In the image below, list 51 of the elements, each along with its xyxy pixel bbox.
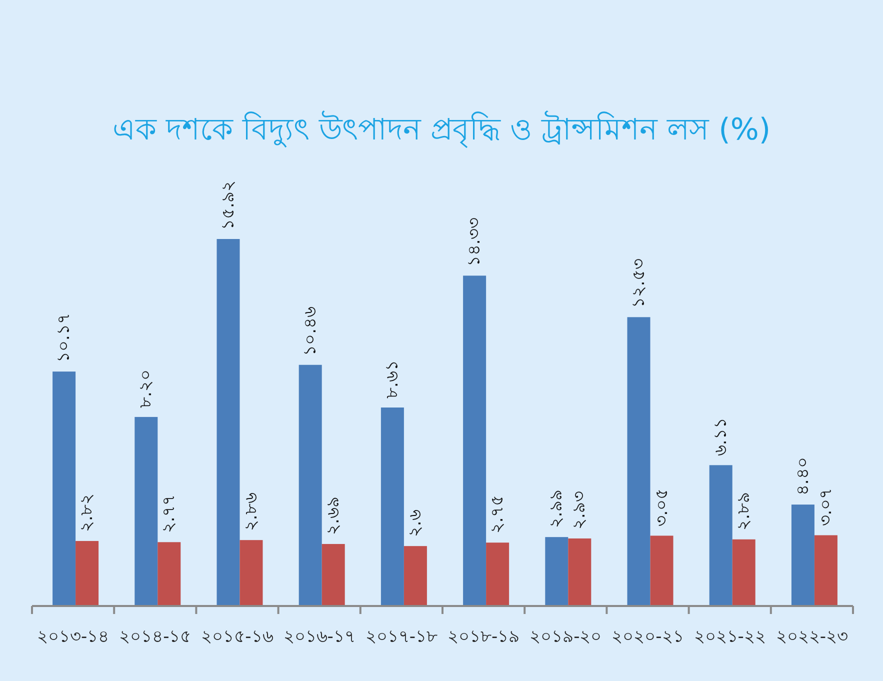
x-tick-label: ২০২০-২১: [612, 627, 684, 647]
x-tick-label: ২০১৩-১৪: [36, 627, 110, 647]
bar: [627, 317, 650, 606]
x-tick-label: ২০১৫-১৬: [201, 627, 274, 647]
x-tick-label: ২০২২-২৩: [776, 627, 848, 647]
data-label: ২.৯৩: [570, 491, 590, 530]
chart-title: এক দশকে বিদ্যুৎ উৎপাদন প্রবৃদ্ধি ও ট্রান্সমিশন লস (%): [112, 110, 771, 148]
bar: [709, 465, 732, 606]
bar: [134, 416, 158, 606]
data-label: ২.৮৬: [241, 492, 262, 532]
data-label: ৩.০৭: [816, 488, 836, 526]
x-tick-label: ২০১৯-২০: [530, 627, 602, 647]
x-tick-label: ২০১৬-১৭: [283, 627, 356, 647]
x-tick-label: ২০২১-২২: [694, 627, 766, 647]
data-label: ২.৮৯: [734, 492, 754, 530]
data-label: ১৪.৩৩: [464, 217, 485, 267]
bar: [76, 540, 99, 606]
bar: [298, 364, 322, 606]
data-label: ৪.৪০: [792, 457, 813, 496]
bar: [463, 276, 486, 606]
bar: [568, 538, 592, 606]
data-label: ২.৭৫: [488, 495, 508, 534]
bar: [404, 546, 427, 606]
data-label: ২.৮২: [77, 494, 98, 532]
x-tick-label: ২০১৪-১৫: [119, 627, 192, 647]
data-label: ৮.৬১: [382, 360, 402, 399]
bar: [814, 535, 838, 606]
data-label: ১৫.৯২: [218, 180, 238, 230]
data-label: ২.৬: [405, 510, 426, 538]
bar: [545, 537, 568, 606]
data-label: ২.৬৯: [323, 496, 344, 535]
data-label: ১০.৪৬: [300, 306, 320, 356]
bar: [240, 540, 263, 606]
bar: [650, 536, 674, 606]
x-tick-label: ২০১৭-১৮: [365, 627, 438, 647]
data-label: ২.৭৭: [159, 494, 180, 534]
data-label: ৬.১১: [710, 418, 731, 456]
bar: [322, 544, 345, 606]
x-tick-label: ২০১৮-১৯: [447, 627, 520, 647]
bar: [380, 408, 404, 606]
bar: [732, 539, 756, 606]
data-label: ২.৯৯: [546, 490, 567, 528]
bar: [216, 239, 240, 606]
data-label: ১২.৫৩: [628, 258, 649, 308]
data-label: ৩.০৫: [652, 488, 672, 527]
bar: [486, 542, 510, 606]
bar: [158, 542, 181, 606]
data-label: ৮.২০: [136, 370, 156, 408]
data-label: ১০.১৭: [54, 313, 74, 363]
bar: [791, 504, 814, 606]
bar: [52, 372, 76, 606]
